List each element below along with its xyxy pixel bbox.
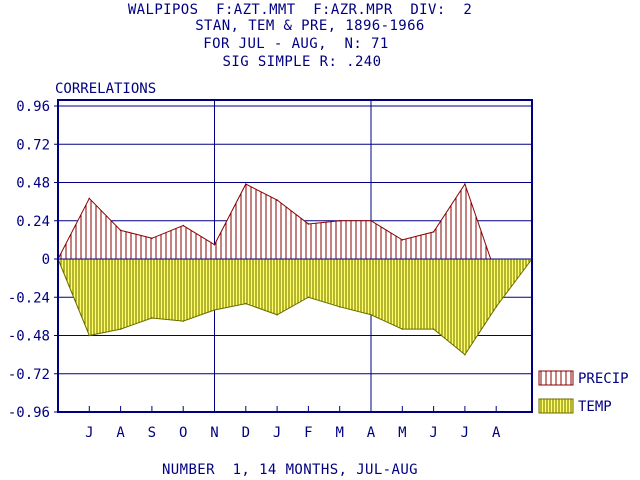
point-temp [370,313,372,316]
y-tick-label: 0.24 [16,214,50,230]
y-tick-label: 0 [42,252,50,268]
x-tick-label: J [429,425,437,441]
line-precip [57,182,533,276]
point-precip [276,199,278,201]
point-precip [119,229,122,232]
y-tick-label: -0.96 [8,405,50,421]
y-axis-label: CORRELATIONS [55,81,156,97]
x-tick-label: N [210,425,218,441]
tick-labels: 0.96 0.72 0.48 0.24 0 -0.24 -0.48 -0.72 -0.96 J A S… [8,99,501,441]
legend-label-precip: PRECIP [578,371,629,387]
point-precip [151,237,153,240]
x-tick-label: F [304,425,312,441]
point-precip [370,219,372,222]
legend: PRECIP TEMP [538,370,629,415]
point-temp [464,353,466,356]
y-tick-label: -0.72 [8,367,50,383]
point-temp [307,296,310,299]
point-temp [119,328,122,330]
point-precip [432,231,435,233]
x-tick-label: J [85,425,93,441]
x-tick-label: A [367,425,376,441]
chart-title-line-4: SIG SIMPLE R: .240 [222,54,382,70]
x-tick-label: J [273,425,281,441]
legend-swatch-temp [538,398,574,414]
area-temp [58,259,532,355]
point-temp [276,313,278,316]
x-tick-label: J [461,425,469,441]
chart-title-line-1: WALPIPOS F:AZT.MMT F:AZR.MPR DIV: 2 [127,2,473,18]
point-temp [182,320,184,322]
point-precip [464,183,466,185]
point-precip [213,243,216,246]
y-tick-label: 0.96 [16,99,50,115]
point-temp [245,302,247,305]
x-tick-label: O [179,425,187,441]
x-tick-label: A [492,425,501,441]
point-precip [245,183,247,185]
point-precip [88,197,91,200]
point-precip [307,223,310,225]
legend-label-temp: TEMP [578,399,612,415]
x-tick-label: M [398,425,406,441]
point-temp [151,317,153,319]
line-temp [57,258,533,356]
legend-swatch-precip [538,370,574,386]
point-temp [401,328,404,330]
chart-title-line-2: STAN, TEM & PRE, 1896-1966 [195,18,425,34]
point-precip [338,219,341,222]
x-tick-label: A [116,425,125,441]
point-temp [213,309,216,311]
x-tick-label: S [148,425,156,441]
point-temp [338,306,341,308]
axes [54,99,533,413]
chart-footer: NUMBER 1, 14 MONTHS, JUL-AUG [161,462,419,478]
series-areas [57,182,533,356]
point-temp [432,328,435,330]
y-tick-label: 0.72 [16,137,50,153]
chart-title-line-3: FOR JUL - AUG, N: 71 [203,36,389,52]
point-temp [88,334,91,337]
y-tick-label: -0.48 [8,329,50,345]
point-precip [182,224,184,227]
plot-frame [57,99,533,413]
x-tick-label: M [335,425,343,441]
y-tick-label: -0.24 [8,290,50,306]
point-temp [495,306,498,308]
y-tick-label: 0.48 [16,176,50,192]
point-precip [401,239,404,241]
x-tick-label: D [242,425,250,441]
area-precip [58,184,532,275]
